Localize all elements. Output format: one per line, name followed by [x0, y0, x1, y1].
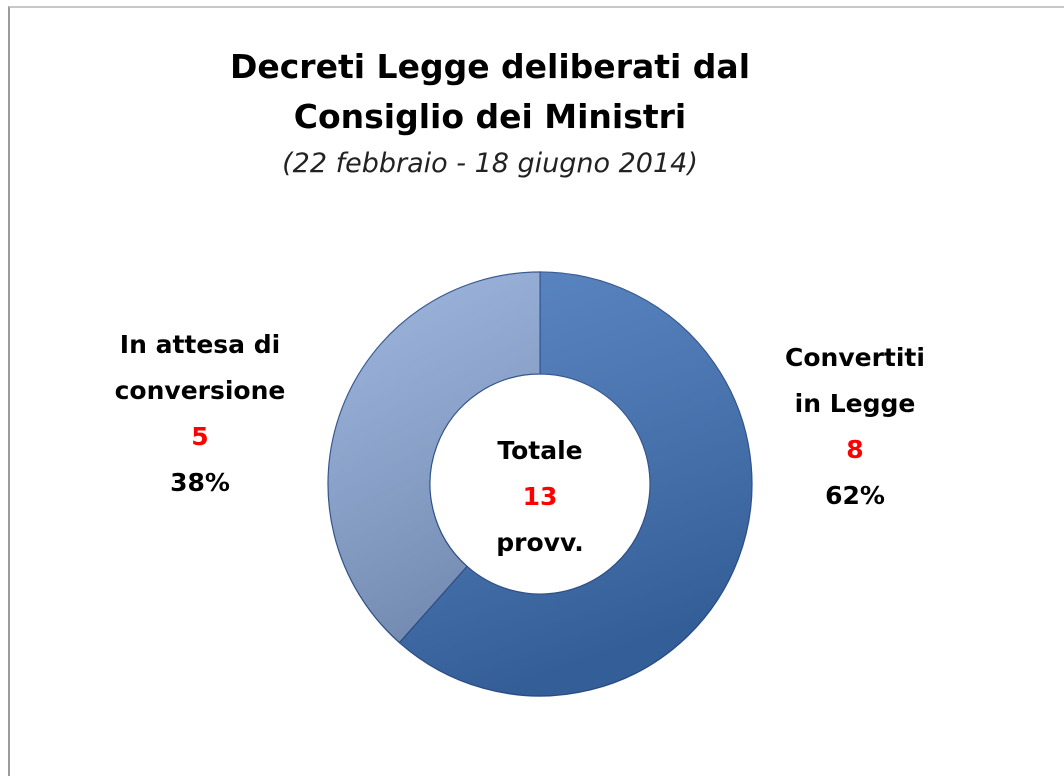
category-label: Convertiti in Legge — [785, 343, 925, 418]
category-label: In attesa di conversione — [114, 330, 286, 405]
chart-title: Decreti Legge deliberati dal Consiglio d… — [229, 47, 751, 136]
chart-subtitle: (22 febbraio - 18 giugno 2014) — [282, 148, 698, 179]
slice-label: In attesa di conversione 5 38% — [95, 322, 305, 506]
value-label: 8 — [846, 435, 864, 464]
center-title: Totale — [497, 436, 583, 465]
slice-shade — [399, 272, 752, 696]
value-label: 5 — [191, 422, 209, 451]
slice-shade — [328, 272, 540, 643]
percent-label: 62% — [825, 481, 885, 510]
total-unit: provv. — [496, 528, 584, 557]
sheet-frame — [8, 6, 1064, 776]
total-value: 13 — [522, 482, 558, 511]
center-label: Totale 13 provv. — [460, 428, 620, 566]
percent-label: 38% — [170, 468, 230, 497]
slice-label: Convertiti in Legge 8 62% — [770, 335, 940, 519]
